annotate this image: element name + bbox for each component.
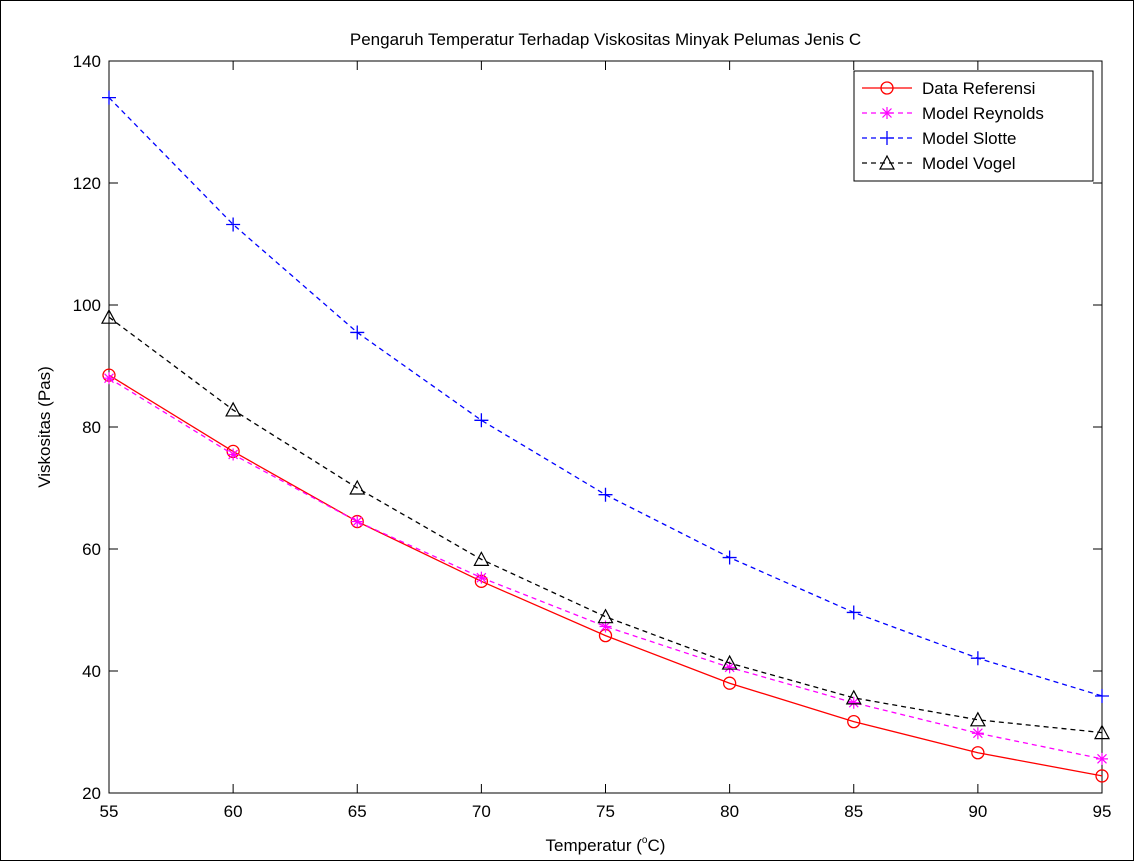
legend-label: Model Slotte (922, 129, 1017, 148)
legend-label: Data Referensi (922, 79, 1035, 98)
legend-marker-plus (880, 131, 894, 145)
x-tick-label: 65 (348, 802, 367, 821)
legend-marker-circle (880, 81, 894, 95)
legend: Data Referensi Model Reynolds Model Slotte… (853, 70, 1094, 182)
x-tick-label: 80 (720, 802, 739, 821)
y-tick-label: 80 (82, 418, 101, 437)
series-model-vogel (100, 308, 1111, 740)
axis-ticks: 55 60 65 70 75 80 85 90 95 20 40 60 80 100 120 140 (73, 52, 1112, 821)
data-point-circle (971, 746, 985, 760)
data-point-star (1096, 752, 1108, 765)
data-point-triangle (597, 608, 614, 624)
data-point-triangle (845, 689, 862, 705)
data-point-triangle (349, 479, 366, 495)
y-tick-label: 40 (82, 662, 101, 681)
data-point-plus (102, 90, 116, 105)
data-point-circle (1095, 769, 1109, 783)
x-axis-label-tail: C) (647, 836, 665, 855)
y-tick-label: 100 (73, 296, 101, 315)
x-tick-label: 60 (224, 802, 243, 821)
data-point-star (971, 727, 984, 740)
y-tick-label: 120 (73, 174, 101, 193)
data-point-plus (226, 217, 241, 232)
data-point-plus (598, 487, 613, 502)
x-axis-label-degree: o (642, 835, 648, 846)
y-tick-label: 60 (82, 540, 101, 559)
x-axis-label-head: Temperatur ( (546, 836, 643, 855)
legend-marker-star (881, 107, 893, 119)
data-point-star (847, 696, 860, 709)
legend-label: Model Vogel (922, 154, 1016, 173)
plot-area (108, 60, 1103, 794)
data-point-star (227, 448, 240, 461)
data-point-triangle (1093, 724, 1111, 740)
data-point-triangle (969, 711, 986, 727)
x-tick-label: 55 (100, 802, 119, 821)
data-point-triangle (100, 308, 118, 324)
legend-marker-triangle (878, 154, 896, 170)
data-point-star (599, 620, 612, 633)
data-point-star (475, 571, 488, 584)
x-axis-label: Temperatur (oC) (546, 835, 666, 855)
x-tick-label: 70 (472, 802, 491, 821)
data-point-triangle (721, 654, 738, 670)
y-tick-label: 20 (82, 784, 101, 803)
x-tick-label: 75 (596, 802, 615, 821)
data-point-triangle (225, 401, 242, 417)
data-point-star (351, 515, 364, 528)
data-point-plus (350, 325, 365, 340)
data-point-circle (847, 714, 861, 729)
data-point-star (103, 372, 115, 385)
data-point-plus (970, 651, 985, 666)
series-layer (100, 90, 1111, 783)
y-tick-label: 140 (73, 52, 101, 71)
series-line (108, 377, 1103, 760)
data-point-triangle (473, 551, 490, 566)
x-tick-label: 95 (1093, 802, 1112, 821)
data-point-plus (846, 605, 861, 620)
data-point-plus (722, 550, 737, 565)
x-tick-label: 85 (844, 802, 863, 821)
data-point-circle (722, 676, 737, 690)
series-line (108, 97, 1103, 697)
x-tick-label: 90 (968, 802, 987, 821)
series-model-slotte (102, 90, 1109, 704)
y-axis-label: Viskositas (Pas) (35, 366, 54, 488)
series-line (108, 374, 1103, 777)
data-point-star (723, 661, 736, 674)
data-point-plus (1095, 689, 1109, 704)
data-point-plus (474, 413, 489, 428)
series-model-reynolds (103, 372, 1108, 765)
chart-title: Pengaruh Temperatur Terhadap Viskositas … (350, 30, 861, 49)
legend-label: Model Reynolds (922, 104, 1044, 123)
